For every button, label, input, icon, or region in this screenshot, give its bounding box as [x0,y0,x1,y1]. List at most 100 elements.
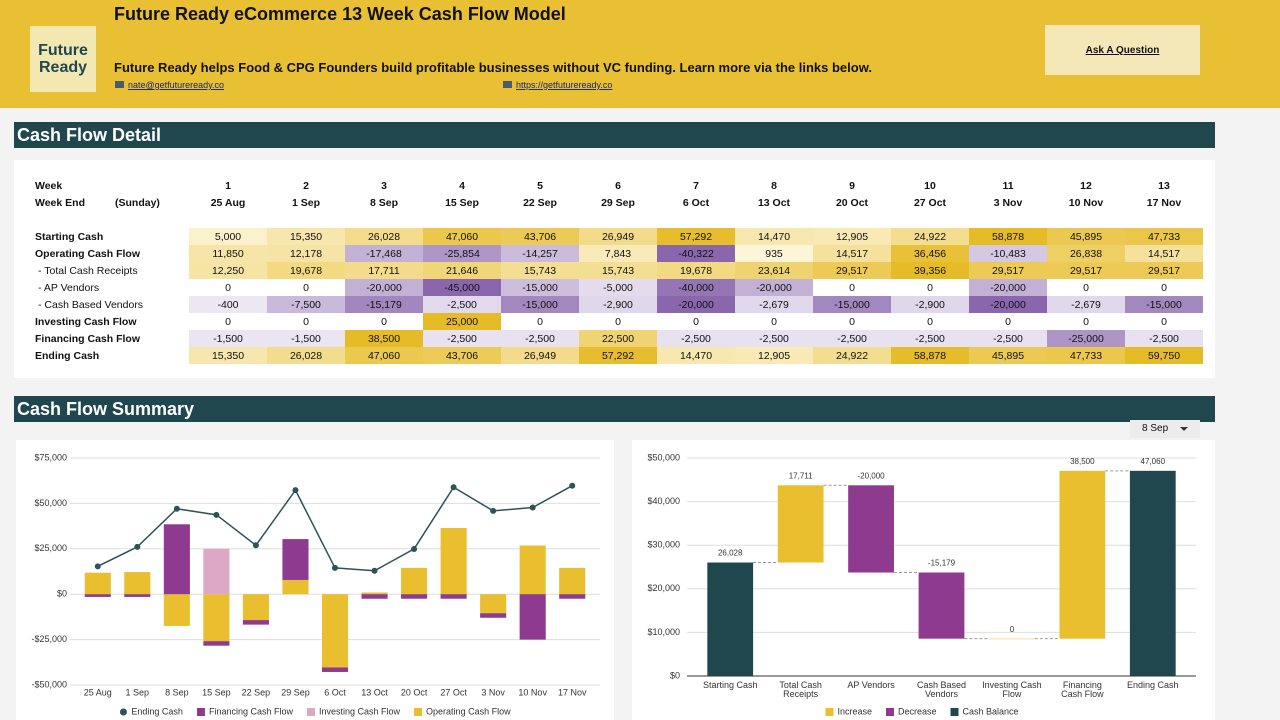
bar [84,572,111,595]
table-cell: 0 [891,279,969,296]
table-cell: 29,517 [1047,262,1125,279]
website-link[interactable]: https://getfutureready.co [516,80,613,90]
data-row: Financing Cash Flow -1,500 -1,500 38,500 -2,… [35,330,1203,347]
section-title: Cash Flow Summary [14,396,1215,422]
y-tick-label: $50,000 [647,452,680,462]
x-tick-label: 20 Oct [401,687,428,697]
logo: Future Ready [30,26,96,92]
table-cell: 39,356 [891,262,969,279]
table-cell: -2,500 [735,330,813,347]
row-label: Financing Cash Flow [35,332,141,345]
page-title: Future Ready eCommerce 13 Week Cash Flow… [114,4,566,24]
x-tick-label: Investing Cash Flow [982,680,1042,699]
table-cell: -2,679 [1047,296,1125,313]
legend-marker [885,708,894,716]
table-cell: 0 [969,313,1047,330]
table-cell: -400 [189,296,267,313]
bar [440,527,467,595]
cash-flow-table: Week 1 2 3 4 5 6 7 8 9 10 11 12 13 Week End (Sunday) 25 … [35,177,1203,364]
value-label: -15,179 [928,559,956,568]
table-cell: 15,743 [501,262,579,279]
y-tick-label: $75,000 [34,452,67,462]
table-cell: 15,350 [267,228,345,245]
table-cell: 24,922 [891,228,969,245]
table-cell: 25,000 [423,313,501,330]
ask-button[interactable]: Ask A Question [1045,25,1200,75]
header-cell: 17 Nov [1146,196,1182,209]
header-cell: 3 [381,179,387,192]
table-cell: 0 [1125,279,1203,296]
bar [321,667,349,672]
bar [707,562,754,676]
table-cell: 0 [1047,279,1125,296]
row-label: - Cash Based Vendors [38,298,144,311]
table-cell: -2,900 [891,296,969,313]
bar [989,638,1035,640]
bar [361,592,388,595]
table-cell: 22,500 [579,330,657,347]
line-point [252,542,259,549]
bar [401,594,428,599]
table-cell: -2,679 [735,296,813,313]
legend-label: Operating Cash Flow [426,706,511,716]
value-label: 26,028 [718,549,743,558]
bar [918,572,965,639]
table-cell: -15,000 [1125,296,1203,313]
table-cell: -20,000 [657,296,735,313]
header-cell: 11 [1002,179,1014,192]
bar [401,567,428,595]
line-point [490,507,497,514]
table-cell: 29,517 [1125,262,1203,279]
table-cell: -2,500 [501,330,579,347]
table-cell: -2,500 [423,296,501,313]
header-cell: 10 Nov [1068,196,1104,209]
value-label: 47,060 [1141,457,1166,466]
table-cell: 12,250 [189,262,267,279]
table-cell: 0 [813,279,891,296]
x-tick-label: 29 Sep [281,687,310,697]
x-tick-label: 8 Sep [165,687,189,697]
header-row: Week 1 2 3 4 5 6 7 8 9 10 11 12 13 [35,177,1203,194]
data-row: - Total Cash Receipts 12,250 19,678 17,711 2… [35,262,1203,279]
bar [361,594,388,599]
table-cell: 21,646 [423,262,501,279]
legend-marker [950,708,959,716]
table-cell: -40,322 [657,245,735,262]
header-cell: 2 [303,179,309,192]
table-cell: 43,706 [501,228,579,245]
table-cell: 0 [891,313,969,330]
x-tick-label: 10 Nov [518,687,547,697]
table-cell: 45,895 [969,347,1047,364]
table-cell: 26,028 [267,347,345,364]
table-cell: -10,483 [969,245,1047,262]
row-label: Operating Cash Flow [35,247,141,260]
week-selector[interactable]: 8 Sep [1130,420,1200,438]
x-tick-label: 25 Aug [84,687,112,697]
line-point [411,545,418,552]
data-row: Operating Cash Flow 11,850 12,178 -17,468 -2… [35,245,1203,262]
table-cell: -1,500 [267,330,345,347]
y-tick-label: $0 [670,670,680,680]
table-cell: -15,000 [501,279,579,296]
bar [1059,470,1106,639]
bar [559,567,586,595]
x-tick-label: Total Cash Receipts [779,680,822,699]
table-cell: 0 [813,313,891,330]
x-tick-label: 27 Oct [440,687,467,697]
table-cell: 59,750 [1125,347,1203,364]
table-cell: 23,614 [735,262,813,279]
line-point [450,484,457,491]
row-label: Ending Cash [35,349,100,362]
y-tick-label: $25,000 [34,543,67,553]
header-cell: 4 [459,179,465,192]
table-cell: 0 [267,313,345,330]
table-cell: 57,292 [579,347,657,364]
bar [282,579,309,595]
table-cell: 26,949 [579,228,657,245]
web-icon [503,81,512,88]
header-cell: 12 [1080,179,1092,192]
table-cell: 26,949 [501,347,579,364]
bar [480,594,507,614]
email-link[interactable]: nate@getfutureready.co [128,80,225,90]
